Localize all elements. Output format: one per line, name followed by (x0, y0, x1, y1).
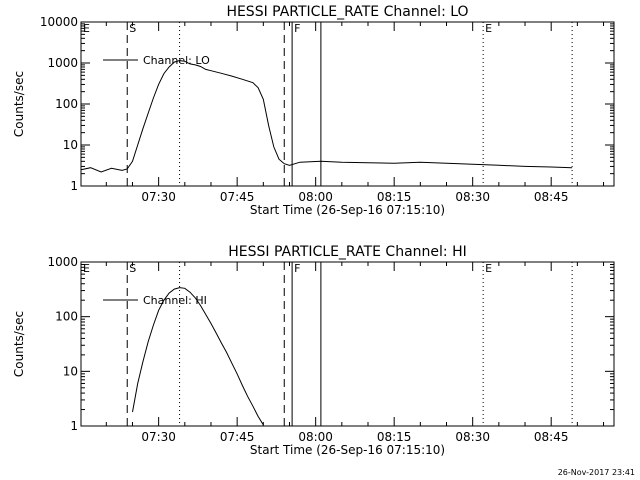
x-tick-label: 07:45 (220, 430, 255, 444)
y-tick-label: 1 (70, 179, 78, 193)
chart-title: HESSI PARTICLE_RATE Channel: LO (226, 4, 468, 20)
plot-frame (80, 261, 615, 427)
y-tick-label: 10 (63, 364, 78, 378)
x-tick-label: 08:00 (298, 190, 333, 204)
print-timestamp: 26-Nov-2017 23:41 (558, 468, 635, 477)
x-tick-label: 07:30 (141, 430, 176, 444)
y-tick-label: 10000 (40, 15, 78, 29)
x-tick-label: 08:00 (298, 430, 333, 444)
marker-label: S (129, 262, 136, 275)
x-tick-label: 08:45 (534, 190, 569, 204)
x-tick-label: 08:45 (534, 430, 569, 444)
marker-label: E (485, 262, 492, 275)
x-axis-label: Start Time (26-Sep-16 07:15:10) (250, 203, 445, 217)
marker-label: F (294, 262, 300, 275)
series-line (80, 59, 573, 173)
y-tick-label: 10 (63, 138, 78, 152)
x-tick-label: 07:30 (141, 190, 176, 204)
x-axis-label: Start Time (26-Sep-16 07:15:10) (250, 443, 445, 457)
legend-label: Channel: LO (143, 54, 210, 67)
y-tick-label: 1000 (47, 56, 78, 70)
y-tick-label: 1000 (47, 255, 78, 269)
legend-label: Channel: HI (143, 294, 207, 307)
series-line (132, 287, 264, 426)
x-tick-label: 08:15 (377, 190, 412, 204)
marker-label: F (294, 22, 300, 35)
y-tick-label: 100 (55, 310, 78, 324)
y-axis-label: Counts/sec (12, 311, 26, 377)
marker-label: E (83, 22, 90, 35)
y-axis-label: Counts/sec (12, 71, 26, 137)
x-tick-label: 08:30 (455, 190, 490, 204)
chart-title: HESSI PARTICLE_RATE Channel: HI (228, 244, 466, 260)
x-tick-label: 08:15 (377, 430, 412, 444)
y-tick-label: 1 (70, 419, 78, 433)
y-tick-label: 100 (55, 97, 78, 111)
x-tick-label: 08:30 (455, 430, 490, 444)
marker-label: S (129, 22, 136, 35)
marker-label: E (485, 22, 492, 35)
plot-frame (80, 21, 615, 187)
marker-label: E (83, 262, 90, 275)
x-tick-label: 07:45 (220, 190, 255, 204)
